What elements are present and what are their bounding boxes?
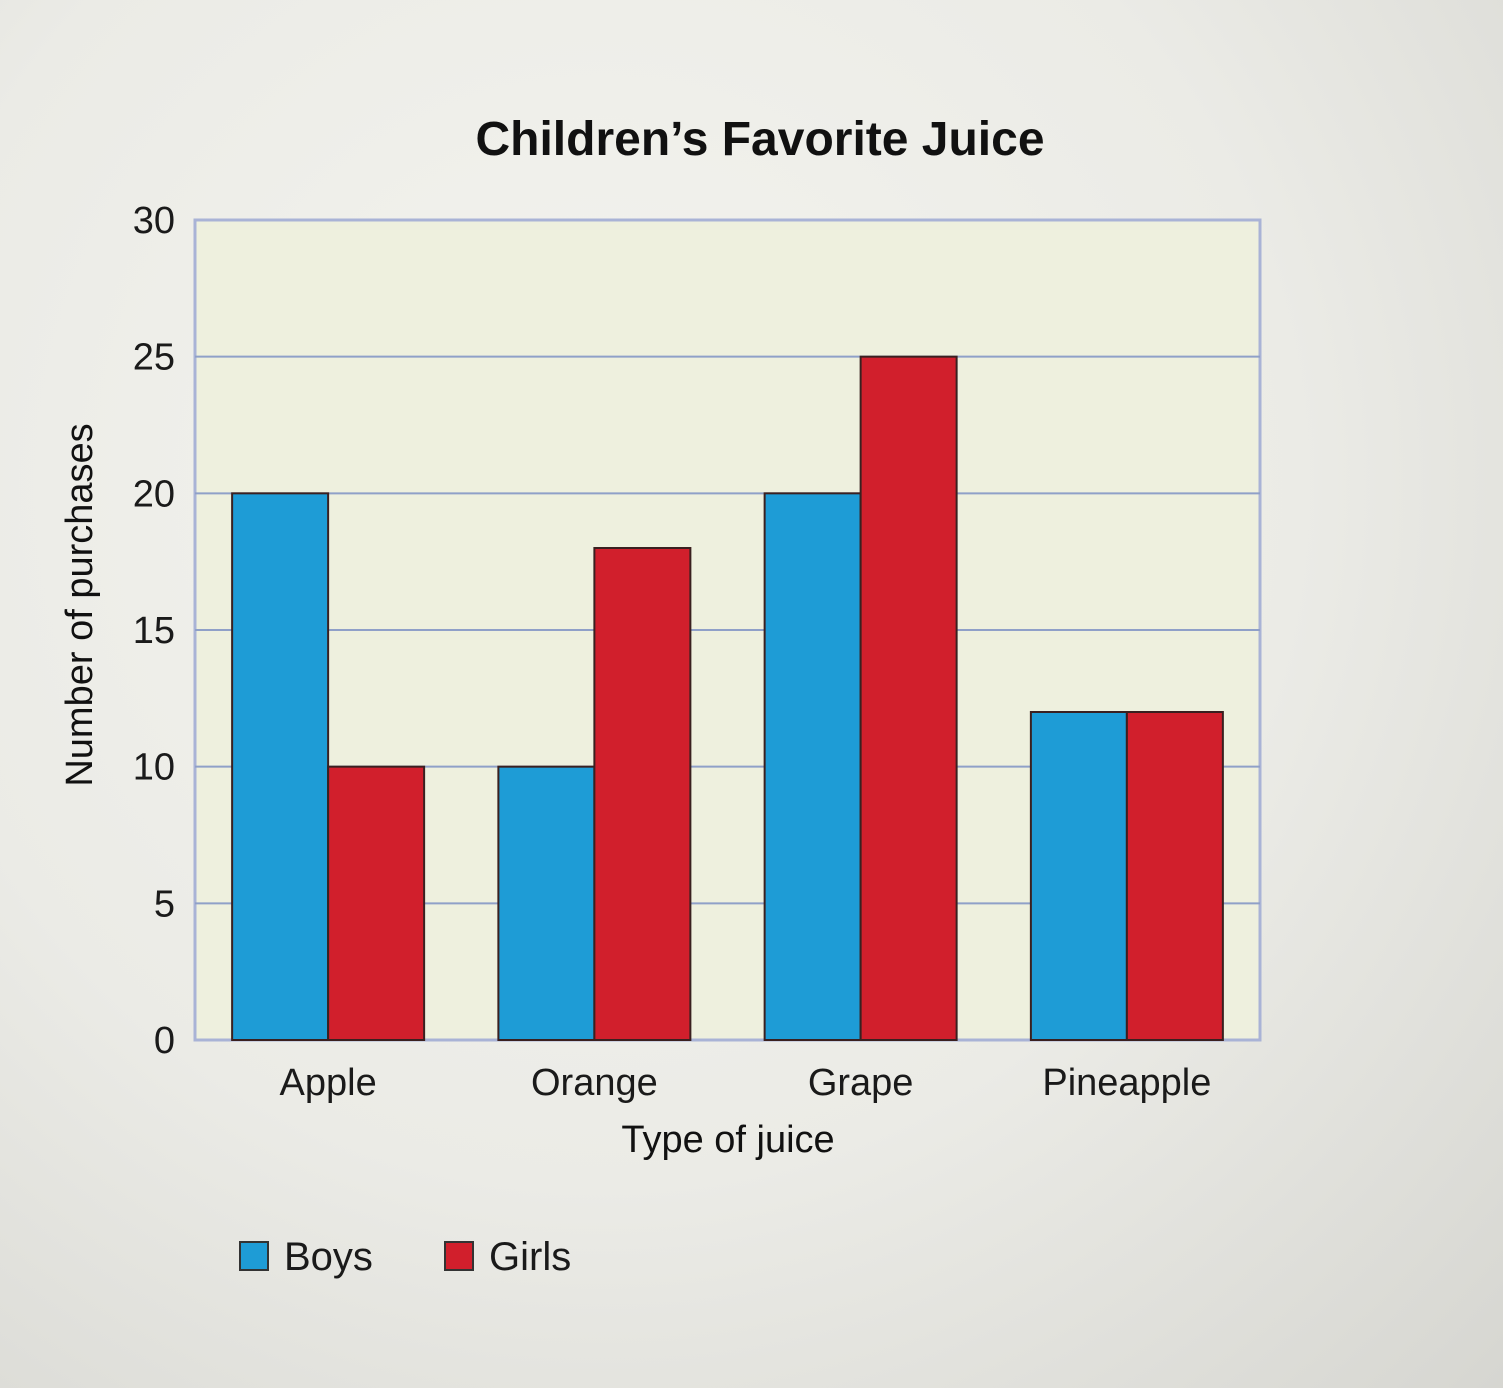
y-tick-label: 5	[154, 883, 175, 925]
legend-swatch-girls	[444, 1241, 474, 1271]
bar-boys-orange	[497, 765, 596, 1042]
bar-boys-apple	[231, 492, 330, 1042]
bar-boys-grape	[763, 492, 862, 1042]
x-tick-label: Grape	[808, 1062, 914, 1104]
y-axis-ticks: 0 5 10 15 20 25 30	[133, 200, 175, 1062]
legend-label-boys: Boys	[284, 1235, 373, 1279]
bar-girls-pineapple	[1125, 711, 1224, 1041]
y-tick-label: 20	[133, 473, 175, 515]
chart-title: Children’s Favorite Juice	[475, 113, 1044, 166]
x-axis-ticks: Apple Orange Grape Pineapple	[280, 1062, 1212, 1104]
y-tick-label: 15	[133, 610, 175, 652]
legend: Boys Girls	[239, 1235, 571, 1279]
bar-boys-pineapple	[1029, 711, 1128, 1041]
bar-girls-grape	[859, 355, 958, 1041]
x-tick-label: Pineapple	[1042, 1062, 1211, 1104]
y-axis-label: Number of purchases	[59, 423, 101, 786]
x-tick-label: Orange	[531, 1062, 658, 1104]
legend-swatch-boys	[239, 1241, 269, 1271]
legend-label-girls: Girls	[489, 1235, 571, 1279]
y-tick-label: 25	[133, 337, 175, 379]
bars	[231, 355, 1224, 1042]
x-axis-label: Type of juice	[621, 1119, 834, 1161]
x-tick-label: Apple	[280, 1062, 377, 1104]
bar-girls-apple	[327, 765, 426, 1042]
y-tick-label: 0	[154, 1020, 175, 1062]
y-tick-label: 10	[133, 747, 175, 789]
bar-girls-orange	[593, 547, 692, 1041]
y-tick-label: 30	[133, 200, 175, 242]
